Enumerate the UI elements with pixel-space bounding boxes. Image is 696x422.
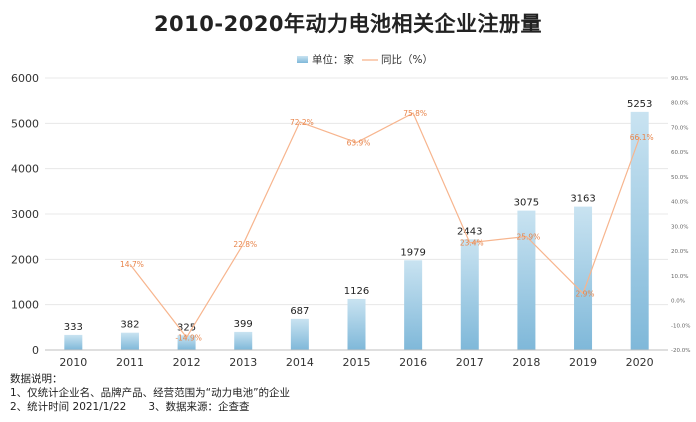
y-left-tick-label: 6000	[11, 72, 39, 85]
y-right-tick-label: 0.0%	[671, 299, 685, 305]
y-left-tick-label: 0	[32, 344, 39, 357]
bar-value-label: 382	[120, 320, 139, 331]
notes-time: 2、统计时间 2021/1/22	[10, 401, 127, 413]
bar	[517, 210, 536, 350]
bar	[64, 334, 83, 350]
bar-value-label: 399	[234, 319, 253, 330]
bar	[574, 206, 593, 350]
bar	[460, 239, 479, 350]
bar	[347, 298, 366, 350]
bar	[234, 331, 253, 350]
notes-line-2: 2、统计时间 2021/1/22 3、数据来源：企查查	[10, 400, 290, 414]
y-right-tick-label: 40.0%	[671, 200, 688, 206]
y-right-tick-label: 10.0%	[671, 274, 688, 280]
y-left-tick-label: 1000	[11, 299, 39, 312]
line-value-label: 14.7%	[120, 260, 144, 269]
y-right-tick-label: -20.0%	[671, 348, 690, 354]
y-right-tick-label: 30.0%	[671, 224, 688, 230]
y-right-tick-label: 80.0%	[671, 101, 688, 107]
bar-value-label: 1126	[344, 286, 369, 297]
bar-value-label: 3163	[570, 194, 595, 205]
y-right-tick-label: -10.0%	[671, 323, 690, 329]
bar	[290, 318, 309, 350]
bar-value-label: 687	[290, 306, 309, 317]
bar-value-label: 2443	[457, 226, 482, 237]
bar-series: 333 382 325 399 687 1126 1979 2443 3075 3163 5253	[64, 99, 652, 350]
bar	[120, 332, 139, 350]
line-value-label: -14.9%	[175, 333, 202, 342]
line-value-label: 66.1%	[630, 133, 654, 142]
x-tick-label: 2020	[626, 356, 654, 369]
x-tick-label: 2010	[59, 356, 87, 369]
bar-value-label: 1979	[400, 247, 425, 258]
yoy-line	[129, 112, 641, 339]
axes: 0 1000 2000 3000 4000 5000 6000 -20.0% -10.0% 0.0…	[11, 72, 690, 369]
line-value-label: 23.4%	[460, 239, 484, 248]
notes-source: 3、数据来源：企查查	[148, 401, 250, 413]
y-left-tick-label: 5000	[11, 117, 39, 130]
bar	[404, 260, 423, 350]
y-right-tick-label: 50.0%	[671, 175, 688, 181]
chart-svg: 单位：家 同比（%） 333 382 325 399 687 1126 1979 2443 30…	[11, 53, 690, 369]
x-tick-label: 2015	[343, 356, 371, 369]
bar-value-label: 5253	[627, 99, 652, 110]
y-left-tick-label: 2000	[11, 253, 39, 266]
y-left-tick-label: 4000	[11, 163, 39, 176]
legend-line-label: 同比（%）	[381, 53, 433, 66]
legend-bar-swatch	[297, 56, 308, 63]
data-notes: 数据说明： 1、仅统计企业名、品牌产品、经营范围为“动力电池”的企业 2、统计时…	[10, 372, 290, 414]
yoy-line-series: 14.7% -14.9% 22.8% 72.2% 63.9% 75.8% 23.4% 25.9…	[120, 109, 654, 342]
line-value-label: 72.2%	[290, 118, 314, 127]
y-right-tick-label: 90.0%	[671, 76, 688, 82]
x-tick-label: 2017	[456, 356, 484, 369]
line-value-label: 63.9%	[347, 139, 371, 148]
bar	[177, 335, 196, 350]
line-value-label: 2.9%	[576, 289, 595, 298]
x-tick-label: 2013	[229, 356, 257, 369]
x-tick-label: 2019	[569, 356, 597, 369]
gridlines	[45, 77, 668, 306]
x-tick-label: 2016	[399, 356, 427, 369]
y-right-tick-label: 20.0%	[671, 249, 688, 255]
bar-value-label: 325	[177, 322, 196, 333]
notes-heading: 数据说明：	[10, 373, 63, 385]
x-tick-label: 2014	[286, 356, 314, 369]
bar	[630, 111, 649, 350]
line-value-label: 25.9%	[516, 233, 540, 242]
line-value-label: 22.8%	[233, 240, 257, 249]
y-left-tick-label: 3000	[11, 208, 39, 221]
x-tick-label: 2018	[512, 356, 540, 369]
chart-legend: 单位：家 同比（%）	[297, 53, 433, 66]
y-right-tick-label: 70.0%	[671, 125, 688, 131]
legend-bar-label: 单位：家	[312, 53, 354, 66]
notes-line-1: 1、仅统计企业名、品牌产品、经营范围为“动力电池”的企业	[10, 387, 291, 399]
bar-value-label: 3075	[514, 198, 539, 209]
line-value-label: 75.8%	[403, 109, 427, 118]
x-tick-label: 2012	[173, 356, 201, 369]
y-right-tick-label: 60.0%	[671, 150, 688, 156]
chart-title: 2010-2020年动力电池相关企业注册量	[153, 12, 543, 36]
bar-value-label: 333	[64, 322, 83, 333]
x-tick-label: 2011	[116, 356, 144, 369]
